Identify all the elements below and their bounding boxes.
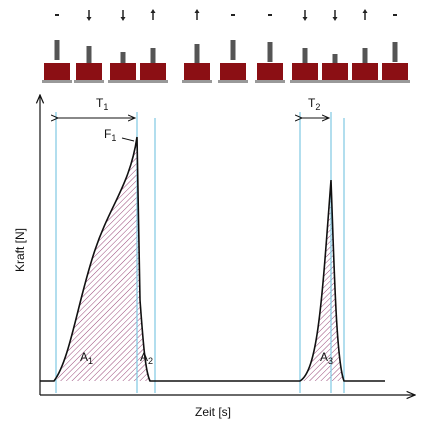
base [380,80,410,83]
a2-label: A2 [140,350,153,366]
piston [120,52,126,72]
area-1 [56,137,150,381]
piston [54,40,60,60]
specimen [292,63,318,80]
specimen [322,63,348,80]
specimen [352,63,378,80]
state-arrow-head [302,17,308,21]
state-dash [55,14,59,16]
base [290,80,320,83]
specimen [257,63,283,80]
piston [86,46,92,66]
state-arrow-head [150,9,156,13]
specimen [140,63,166,80]
area-2 [300,180,344,381]
base [182,80,212,83]
piston [194,44,200,64]
piston-icons [42,9,410,83]
specimen [184,63,210,80]
state-dash [231,14,235,16]
time-markers [55,112,345,393]
state-dash [393,14,397,16]
base [42,80,72,83]
t1-label: T1 [96,96,108,112]
piston [230,40,236,60]
state-arrow-head [362,9,368,13]
t2-label: T2 [308,96,320,112]
base [74,80,104,83]
specimen [44,63,70,80]
a1-label: A1 [80,350,93,366]
specimen [382,63,408,80]
base [350,80,380,83]
state-arrow-head [332,17,338,21]
piston [362,48,368,68]
base [138,80,168,83]
state-arrow-head [194,9,200,13]
base [218,80,248,83]
state-arrow-head [120,17,126,21]
state-dash [268,14,272,16]
piston [267,42,273,62]
specimen [76,63,102,80]
specimen [220,63,246,80]
f1-leader [121,137,135,142]
y-axis-label: Kraft [N] [13,228,27,272]
force-curve [40,136,385,382]
piston [392,42,398,62]
piston [150,48,156,68]
piston [302,48,308,68]
f1-label: F1 [104,127,116,143]
a3-label: A3 [320,350,333,366]
state-arrow-head [86,17,92,21]
base [108,80,138,83]
base [320,80,350,83]
base [255,80,285,83]
specimen [110,63,136,80]
x-axis-label: Zeit [s] [195,405,231,419]
